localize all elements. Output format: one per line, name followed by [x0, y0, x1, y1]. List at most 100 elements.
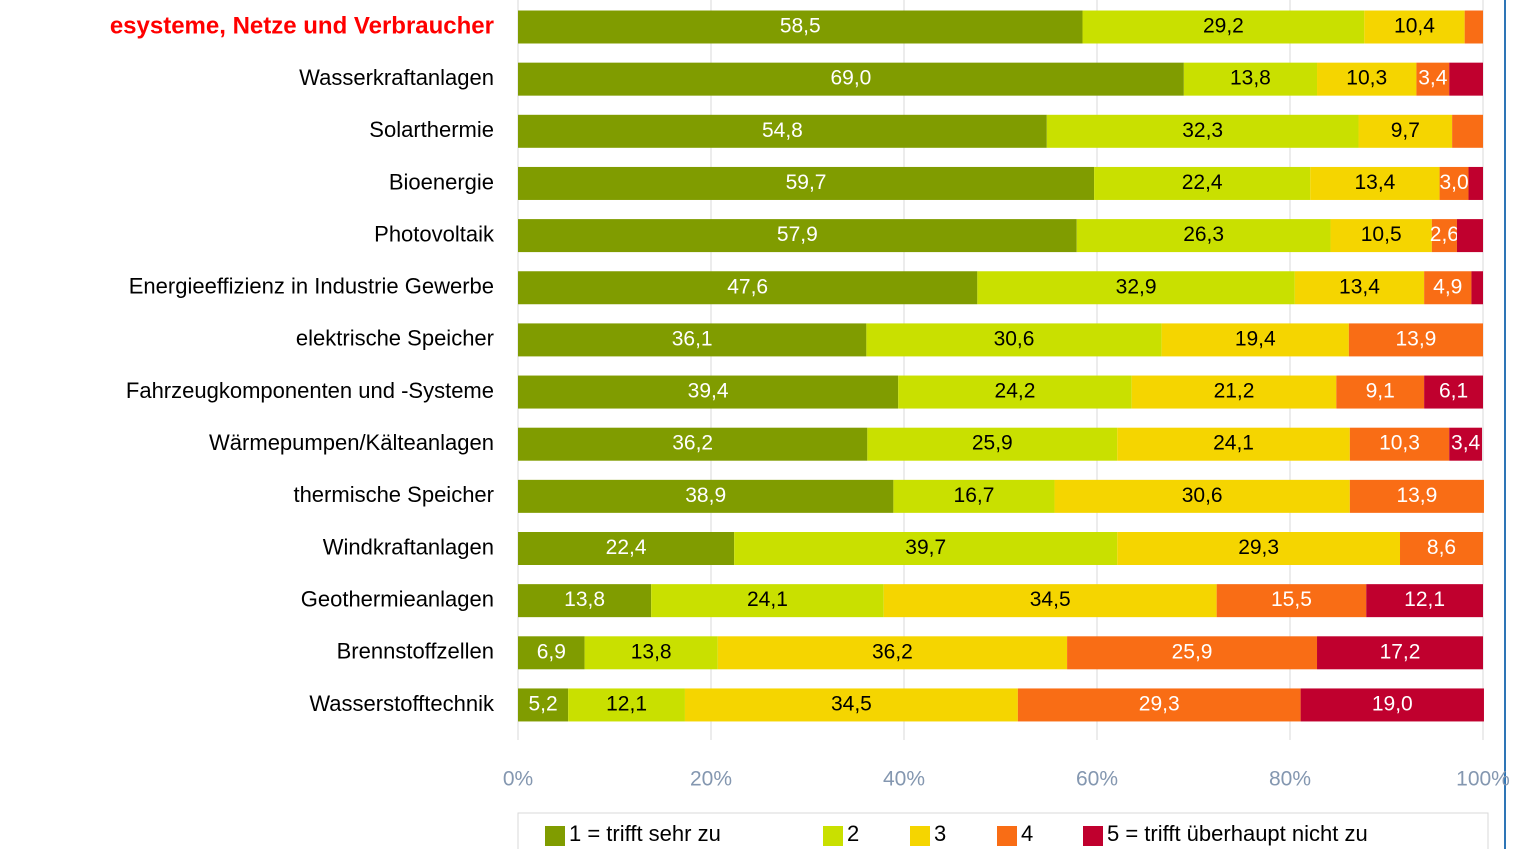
data-label: 26,3 [1183, 223, 1224, 246]
data-label: 17,2 [1380, 640, 1421, 663]
data-label: 57,9 [777, 223, 818, 246]
data-label: 34,5 [831, 692, 872, 715]
legend-swatch [910, 826, 930, 846]
data-label: 24,1 [747, 588, 788, 611]
bar-segment [1364, 10, 1465, 44]
data-label: 3,0 [1439, 171, 1468, 194]
data-label: 29,2 [1203, 15, 1244, 38]
bar-segment [1317, 636, 1483, 670]
bar-segment [584, 636, 718, 670]
legend-label: 2 [847, 821, 859, 846]
data-label: 6,9 [537, 640, 566, 663]
bar-segment [1456, 219, 1483, 253]
bar-segment [1131, 375, 1337, 409]
data-label: 22,4 [606, 536, 647, 559]
data-label: 5,2 [528, 692, 557, 715]
bar-segment [893, 479, 1055, 513]
data-label: 36,2 [672, 432, 713, 455]
data-label: 6,1 [1439, 380, 1468, 403]
bar-segment [1349, 479, 1484, 513]
bar-segment [866, 323, 1162, 357]
legend-swatch [823, 826, 843, 846]
data-label: 24,2 [995, 380, 1036, 403]
bar-segment [518, 166, 1095, 200]
data-label: 34,5 [1030, 588, 1071, 611]
bar-segment [684, 688, 1018, 722]
data-label: 32,9 [1116, 275, 1157, 298]
bar-segment [1183, 62, 1318, 96]
data-label: 13,9 [1396, 484, 1437, 507]
y-tick-label: Wasserkraftanlagen [299, 65, 494, 90]
x-tick-label: 20% [690, 768, 732, 791]
bar-segment [1424, 271, 1472, 305]
data-label: 25,9 [1172, 640, 1213, 663]
bar-segment [518, 688, 569, 722]
bar-segment [518, 375, 899, 409]
data-label: 29,3 [1238, 536, 1279, 559]
bar-segment [518, 114, 1047, 148]
bar-segment [1216, 584, 1367, 618]
bar-segment [1416, 62, 1450, 96]
bar-segment [1054, 479, 1350, 513]
y-tick-label: Wasserstofftechnik [309, 691, 495, 716]
bar-segment [1349, 427, 1450, 461]
legend-swatch [545, 826, 565, 846]
bar-segment [1358, 114, 1453, 148]
bar-segment [518, 271, 978, 305]
y-tick-label: thermische Speicher [293, 482, 494, 507]
bar-segment [883, 584, 1217, 618]
legend-swatch [997, 826, 1017, 846]
data-label: 36,1 [672, 327, 713, 350]
data-label: 32,3 [1182, 119, 1223, 142]
data-label: 69,0 [830, 67, 871, 90]
legend-label: 1 = trifft sehr zu [569, 821, 721, 846]
bar-segment [1464, 10, 1483, 44]
data-label: 10,3 [1346, 67, 1387, 90]
data-label: 9,7 [1391, 119, 1420, 142]
data-label: 13,8 [1230, 67, 1271, 90]
bar-segment [1161, 323, 1349, 357]
y-tick-label: Photovoltaik [374, 221, 495, 246]
bar-segment [1082, 10, 1365, 44]
y-tick-label: Brennstoffzellen [337, 639, 494, 664]
data-label: 13,4 [1354, 171, 1395, 194]
x-tick-label: 40% [883, 768, 925, 791]
legend-label: 3 [934, 821, 946, 846]
bar-segment [518, 323, 867, 357]
data-label: 24,1 [1213, 432, 1254, 455]
x-tick-label: 100% [1456, 768, 1510, 791]
data-label: 29,3 [1139, 692, 1180, 715]
bar-segment [898, 375, 1132, 409]
x-tick-label: 80% [1269, 768, 1311, 791]
data-label: 25,9 [972, 432, 1013, 455]
data-label: 38,9 [685, 484, 726, 507]
data-label: 13,9 [1395, 327, 1436, 350]
legend-swatch [1083, 826, 1103, 846]
data-label: 58,5 [780, 15, 821, 38]
data-label: 47,6 [727, 275, 768, 298]
data-label: 16,7 [954, 484, 995, 507]
y-tick-label: Fahrzeugkomponenten und -Systeme [126, 378, 494, 403]
bar-segment [1452, 114, 1483, 148]
y-tick-label: Bioenergie [389, 169, 494, 194]
bar-segment [1117, 532, 1401, 565]
bar-segment [651, 584, 884, 618]
bar-segment [977, 271, 1295, 305]
bar-segment [568, 688, 685, 722]
y-tick-label: Solarthermie [369, 117, 494, 142]
data-label: 30,6 [994, 327, 1035, 350]
data-label: 15,5 [1271, 588, 1312, 611]
bar-segment [1336, 375, 1425, 409]
data-label: 19,0 [1372, 692, 1413, 715]
bar-segment [1400, 532, 1483, 565]
data-label: 39,7 [905, 536, 946, 559]
data-label: 3,4 [1418, 67, 1448, 90]
bar-segment [1294, 271, 1425, 305]
bar-segment [1300, 688, 1484, 722]
bar-segment [1067, 636, 1318, 670]
data-label: 22,4 [1182, 171, 1223, 194]
bar-segment [1046, 114, 1359, 148]
bar-segment [1310, 166, 1440, 200]
data-label: 3,4 [1451, 432, 1481, 455]
data-label: 21,2 [1214, 380, 1255, 403]
